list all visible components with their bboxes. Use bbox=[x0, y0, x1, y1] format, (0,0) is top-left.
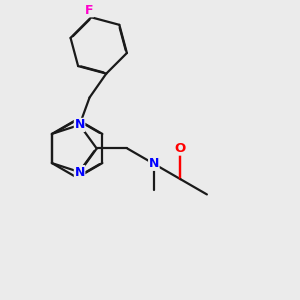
Text: N: N bbox=[74, 166, 85, 178]
Text: N: N bbox=[149, 157, 159, 170]
Text: O: O bbox=[175, 142, 186, 155]
Text: F: F bbox=[85, 4, 94, 17]
Text: N: N bbox=[74, 118, 85, 131]
